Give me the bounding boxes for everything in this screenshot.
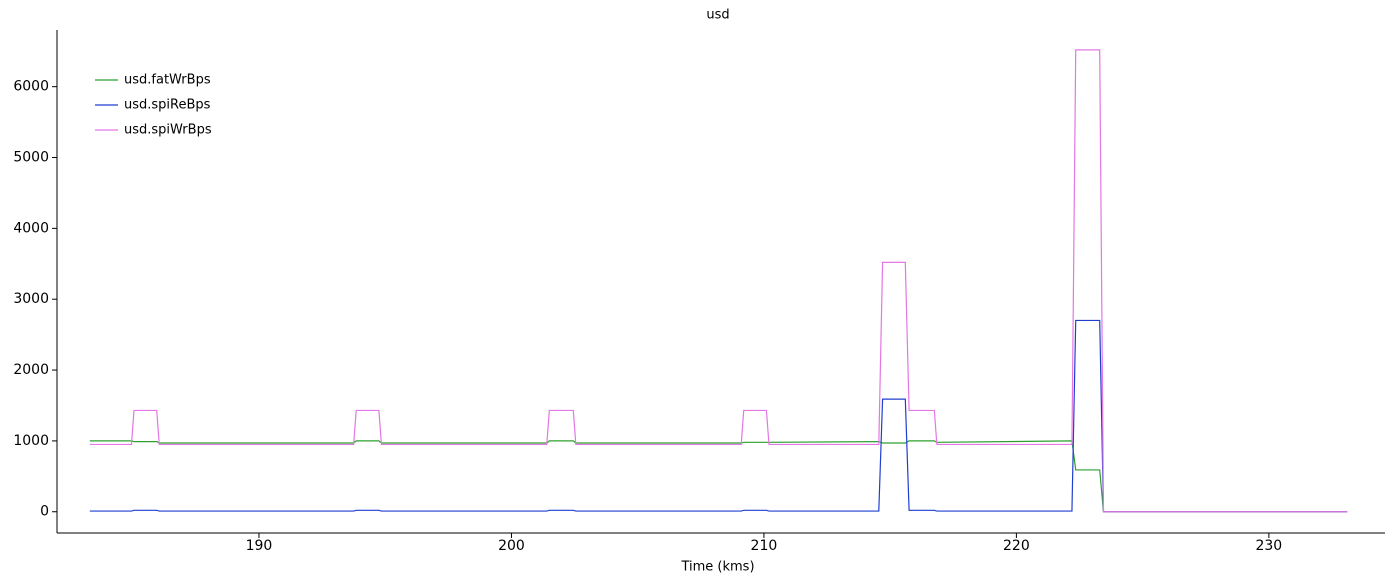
y-tick-label: 2000	[13, 362, 49, 378]
y-tick-label: 6000	[13, 79, 49, 95]
legend-label: usd.spiReBps	[124, 98, 211, 113]
y-tick-label: 1000	[13, 433, 49, 449]
legend-label: usd.fatWrBps	[124, 73, 211, 88]
chart-title: usd	[706, 8, 729, 23]
y-tick-label: 4000	[13, 220, 49, 236]
y-tick-label: 5000	[13, 150, 49, 166]
legend-label: usd.spiWrBps	[124, 123, 212, 138]
x-axis-label: Time (kms)	[680, 560, 754, 575]
line-series	[89, 49, 1348, 513]
line-series	[89, 440, 1348, 513]
x-tick-label: 200	[498, 538, 525, 554]
x-tick-label: 220	[1003, 538, 1030, 554]
line-series	[89, 319, 1348, 513]
x-tick-label: 190	[246, 538, 273, 554]
x-tick-label: 230	[1255, 538, 1282, 554]
y-tick-label: 0	[40, 504, 49, 520]
x-tick-label: 210	[751, 538, 778, 554]
y-tick-label: 3000	[13, 291, 49, 307]
